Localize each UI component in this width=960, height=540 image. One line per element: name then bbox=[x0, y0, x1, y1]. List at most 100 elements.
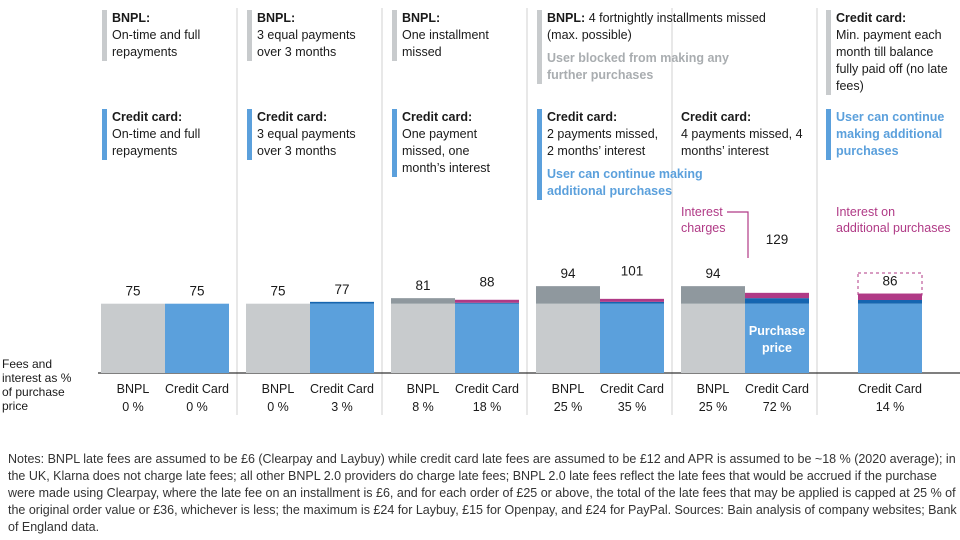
group3-bnpl-desc: BNPL: One installment missed bbox=[392, 10, 512, 61]
bar-11-category-label: Credit Card bbox=[858, 382, 922, 396]
bar-2-pct-label: 0 % bbox=[186, 400, 208, 414]
group-dividers bbox=[236, 8, 818, 415]
bar-5-base bbox=[391, 303, 455, 373]
group4-cc-b-body: 4 payments missed, 4 months’ interest bbox=[681, 127, 803, 158]
bar-2-base bbox=[165, 303, 229, 373]
group4-bnpl-note: User blocked from making any further pur… bbox=[547, 51, 730, 82]
bar-10-interest bbox=[745, 298, 809, 304]
bar-1-value-label: 75 bbox=[125, 284, 140, 299]
bar-5-interest bbox=[391, 298, 455, 304]
bar-11-interest bbox=[858, 300, 922, 304]
bar-6-value-label: 88 bbox=[479, 275, 494, 290]
bar-10-value-label: 129 bbox=[766, 232, 789, 247]
group3-cc-body: One payment missed, one month’s interest bbox=[402, 127, 491, 175]
bar-1-pct-label: 0 % bbox=[122, 400, 144, 414]
group1-bnpl-title: BNPL: bbox=[112, 11, 151, 25]
group1-cc-desc: Credit card: On-time and full repayments bbox=[102, 109, 232, 160]
bar-3-value-label: 75 bbox=[270, 284, 285, 299]
group4-cc-title: Credit card: bbox=[547, 110, 618, 124]
interest-charges-leader bbox=[727, 211, 749, 258]
bar-9-base bbox=[681, 303, 745, 373]
group2-bnpl-title: BNPL: bbox=[257, 11, 296, 25]
bar-11-value-label: 86 bbox=[882, 274, 897, 289]
bar-7-pct-label: 25 % bbox=[554, 400, 583, 414]
group4-bnpl-title: BNPL: bbox=[547, 11, 586, 25]
group4-bnpl-body: 4 fortnightly installments missed (max. … bbox=[547, 11, 766, 42]
group3-bnpl-body: One installment missed bbox=[402, 28, 489, 59]
late-fees-inbar-label: Late fees bbox=[750, 276, 804, 290]
interest-on-additional-annotation: Interest on additional purchases bbox=[836, 205, 951, 235]
purchase-price-inbar-label: Purchase price bbox=[749, 324, 805, 355]
bar-4-interest bbox=[310, 301, 374, 304]
group1-cc-title: Credit card: bbox=[112, 110, 183, 124]
group1-bnpl-body: On-time and full repayments bbox=[112, 28, 201, 59]
bar-11-pct-label: 14 % bbox=[876, 400, 905, 414]
bar-4-value-label: 77 bbox=[334, 282, 349, 297]
bar-7-value-label: 94 bbox=[560, 266, 576, 281]
group1-cc-body: On-time and full repayments bbox=[112, 127, 201, 158]
bar-5-category-label: BNPL bbox=[407, 382, 440, 396]
bar-8-interest bbox=[600, 301, 664, 304]
bar-9-category-label: BNPL bbox=[697, 382, 730, 396]
bar-1-category-label: BNPL bbox=[117, 382, 150, 396]
bar-3-pct-label: 0 % bbox=[267, 400, 289, 414]
bar-5-value-label: 81 bbox=[415, 278, 430, 293]
bar-8-base bbox=[600, 303, 664, 373]
bar-9-interest bbox=[681, 286, 745, 304]
group4-bnpl-line: BNPL: 4 fortnightly installments missed … bbox=[547, 10, 797, 44]
bar-4-category-label: Credit Card bbox=[310, 382, 374, 396]
bar-4-base bbox=[310, 303, 374, 373]
group3-cc-title: Credit card: bbox=[402, 110, 473, 124]
bar-9-pct-label: 25 % bbox=[699, 400, 728, 414]
group2-bnpl-desc: BNPL: 3 equal payments over 3 months bbox=[247, 10, 377, 61]
bar-6-category-label: Credit Card bbox=[455, 382, 519, 396]
y-axis-label: Fees and interest as % of purchase price bbox=[2, 357, 72, 413]
group3-cc-desc: Credit card: One payment missed, one mon… bbox=[392, 109, 502, 177]
bar-8-late bbox=[600, 298, 664, 302]
bar-7-base bbox=[536, 303, 600, 373]
additional-purchases-outline bbox=[857, 272, 923, 296]
bar-8-category-label: Credit Card bbox=[600, 382, 664, 396]
group4-cc-b-title: Credit card: bbox=[681, 110, 752, 124]
group4-cc-desc-b: Credit card: 4 payments missed, 4 months… bbox=[671, 109, 811, 160]
group4-bnpl-desc: BNPL: 4 fortnightly installments missed … bbox=[537, 10, 797, 84]
group2-cc-title: Credit card: bbox=[257, 110, 328, 124]
bar-10-late bbox=[745, 292, 809, 299]
group5-cc-title: Credit card: bbox=[836, 11, 907, 25]
bar-2-category-label: Credit Card bbox=[165, 382, 229, 396]
bar-6-late bbox=[455, 299, 519, 303]
bar-6-base bbox=[455, 303, 519, 373]
group5-cc-body: Min. payment each month till balance ful… bbox=[836, 28, 948, 93]
group1-bnpl-desc: BNPL: On-time and full repayments bbox=[102, 10, 232, 61]
bar-7-category-label: BNPL bbox=[552, 382, 585, 396]
bar-10-category-label: Credit Card bbox=[745, 382, 809, 396]
group4-cc-desc: Credit card: 2 payments missed, 2 months… bbox=[537, 109, 717, 200]
bar-8-value-label: 101 bbox=[621, 263, 644, 278]
group5-cc-desc-top: Credit card: Min. payment each month til… bbox=[826, 10, 956, 95]
bar-3-base bbox=[246, 303, 310, 373]
bar-4-pct-label: 3 % bbox=[331, 400, 353, 414]
group5-cc-note: User can continue making additional purc… bbox=[836, 110, 945, 158]
bar-9-value-label: 94 bbox=[705, 266, 721, 281]
group5-cc-note-block: User can continue making additional purc… bbox=[826, 109, 960, 160]
bar-1-base bbox=[101, 303, 165, 373]
annotations: Interest on additional purchases Interest c… bbox=[681, 205, 951, 355]
bar-10-base bbox=[745, 303, 809, 373]
bar-11-late bbox=[858, 293, 922, 301]
bar-8-pct-label: 35 % bbox=[618, 400, 647, 414]
bar-7-interest bbox=[536, 286, 600, 304]
bar-11-base bbox=[858, 303, 922, 373]
group2-cc-desc: Credit card: 3 equal payments over 3 mon… bbox=[247, 109, 377, 160]
group2-bnpl-body: 3 equal payments over 3 months bbox=[257, 28, 356, 59]
bar-6-pct-label: 18 % bbox=[473, 400, 502, 414]
group3-bnpl-title: BNPL: bbox=[402, 11, 441, 25]
bars: 75 BNPL 0 % 75 Credit Card 0 % 75 BNPL 0 % 77 Cred… bbox=[98, 232, 960, 414]
chart: 75 BNPL 0 % 75 Credit Card 0 % 75 BNPL 0 % 77 Cred… bbox=[98, 8, 960, 415]
group4-cc-note: User can continue making additional purc… bbox=[547, 167, 703, 198]
bar-10-pct-label: 72 % bbox=[763, 400, 792, 414]
footnotes: Notes: BNPL late fees are assumed to be … bbox=[8, 452, 957, 534]
group4-cc-body: 2 payments missed, 2 months’ interest bbox=[547, 127, 659, 158]
bar-3-category-label: BNPL bbox=[262, 382, 295, 396]
bar-6-interest bbox=[455, 302, 519, 304]
group2-cc-body: 3 equal payments over 3 months bbox=[257, 127, 356, 158]
